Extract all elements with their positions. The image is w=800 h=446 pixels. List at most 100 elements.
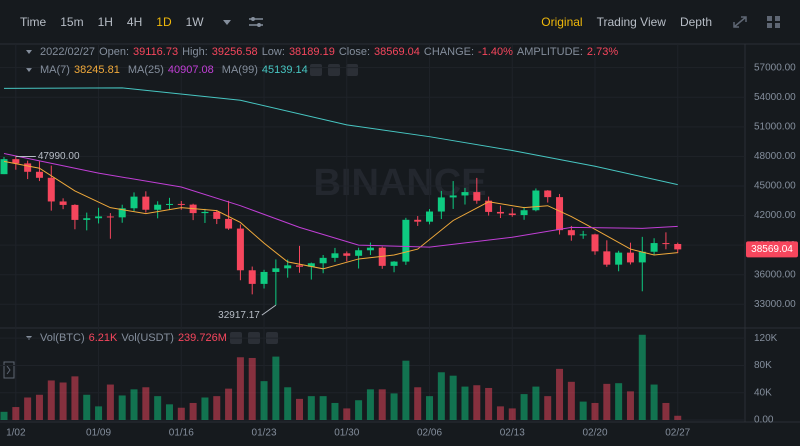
interval[interactable]: 15m (60, 15, 84, 29)
ma-name: MA(99) (221, 64, 258, 76)
y-tick-label: 80K (754, 360, 772, 371)
ohlc-info: 2022/02/27 Open: 39116.73 High: 39256.58 L… (40, 46, 622, 58)
volume-bar (603, 383, 611, 420)
ma-name: MA(7) (40, 64, 70, 76)
volume-bar (260, 381, 268, 420)
interval[interactable]: Time (20, 15, 47, 29)
candle-body (272, 268, 280, 272)
view-tab[interactable]: Depth (679, 15, 712, 29)
candle-body (59, 201, 67, 205)
candle-body (248, 270, 256, 284)
view-tab[interactable]: Trading View (596, 15, 666, 29)
candle-body (567, 230, 575, 236)
more-intervals[interactable] (220, 15, 234, 29)
x-tick-label: 01/30 (334, 428, 359, 439)
volume-bar (177, 407, 185, 420)
candle-body (12, 159, 20, 164)
value: 2.73% (586, 46, 619, 58)
volume-bar (544, 396, 552, 420)
value: 39256.58 (211, 46, 258, 58)
x-tick-label: 02/06 (417, 428, 442, 439)
value: 239.726M (177, 332, 227, 344)
y-tick-label: 36000.00 (754, 269, 796, 280)
settings-icon[interactable] (248, 15, 264, 29)
volume-bar (307, 396, 315, 420)
volume-bar (248, 357, 256, 420)
date: 2022/02/27 (40, 46, 96, 58)
volume-bar (236, 357, 244, 420)
value: 39116.73 (133, 46, 179, 58)
x-tick-label: 02/27 (665, 428, 690, 439)
label: CHANGE: (423, 46, 475, 58)
volume-bar (437, 372, 445, 420)
volume-bar (272, 356, 280, 420)
candle-body (165, 203, 173, 205)
label: AMPLITUDE: (516, 46, 583, 58)
y-tick-label: 0.00 (754, 415, 774, 426)
volume-bar (366, 389, 374, 420)
candle-body (260, 271, 268, 284)
interval[interactable]: 1W (185, 15, 204, 29)
candle-body (473, 192, 481, 201)
volume-bar (319, 396, 327, 420)
volume-bar (473, 385, 481, 420)
layout-icon[interactable] (766, 15, 782, 29)
volume-bar (189, 402, 197, 420)
candle-body (154, 204, 162, 210)
x-tick-label: 1/02 (6, 428, 26, 439)
candle-body (296, 265, 303, 267)
y-tick-label: 54000.00 (754, 92, 796, 103)
volume-bar (378, 389, 386, 420)
expand-button[interactable] (3, 361, 15, 379)
fullscreen-icon[interactable] (732, 15, 748, 29)
view-tab[interactable]: Original (541, 15, 583, 29)
volume-bar (532, 386, 540, 420)
volume-bar (71, 376, 79, 420)
volume-bar (95, 406, 103, 420)
candle-body (71, 204, 79, 220)
candle-body (508, 213, 516, 216)
watermark: BINANCE (313, 162, 486, 204)
y-tick-label: 33000.00 (754, 299, 796, 310)
volume-bar (106, 384, 114, 420)
interval[interactable]: 4H (126, 15, 143, 29)
interval[interactable]: 1H (97, 15, 113, 29)
candle-body (201, 211, 209, 214)
y-tick-label: 45000.00 (754, 181, 796, 192)
volume-bar (414, 387, 422, 420)
candle-body (615, 252, 623, 265)
ma-line (3, 160, 678, 270)
candle-body (674, 243, 682, 250)
volume-legend: Vol(BTC) 6.21K Vol(USDT) 239.726M (40, 332, 231, 344)
value: -1.40% (478, 46, 513, 58)
interval[interactable]: 1D (156, 15, 172, 29)
candle-body (24, 163, 32, 172)
candle-body (83, 218, 91, 220)
candle-body (118, 208, 126, 218)
candle-body (626, 252, 634, 263)
candle-body (556, 197, 564, 231)
ma-line (3, 152, 678, 248)
y-tick-label: 120K (754, 333, 778, 344)
x-tick-label: 02/13 (500, 428, 525, 439)
y-tick-label: 57000.00 (754, 62, 796, 73)
volume-bar (165, 404, 173, 420)
label: High: (182, 46, 208, 58)
candle-body (638, 251, 646, 263)
volume-bar (638, 334, 646, 420)
volume-bar (0, 411, 8, 420)
candle-body (426, 211, 434, 222)
candle-body (319, 257, 327, 264)
x-tick-label: 01/23 (252, 428, 277, 439)
collapse-arrow[interactable] (26, 50, 32, 340)
value: 38569.04 (374, 46, 420, 58)
candle-body (307, 263, 315, 267)
volume-bar (355, 400, 363, 420)
ma-legend: MA(7) 38245.81 MA(25) 40907.08 MA(99) 45139.1… (40, 64, 316, 76)
volume-bar (296, 398, 303, 420)
volume-bar (591, 402, 599, 420)
volume-bar (59, 382, 67, 420)
candle-body (461, 192, 469, 196)
